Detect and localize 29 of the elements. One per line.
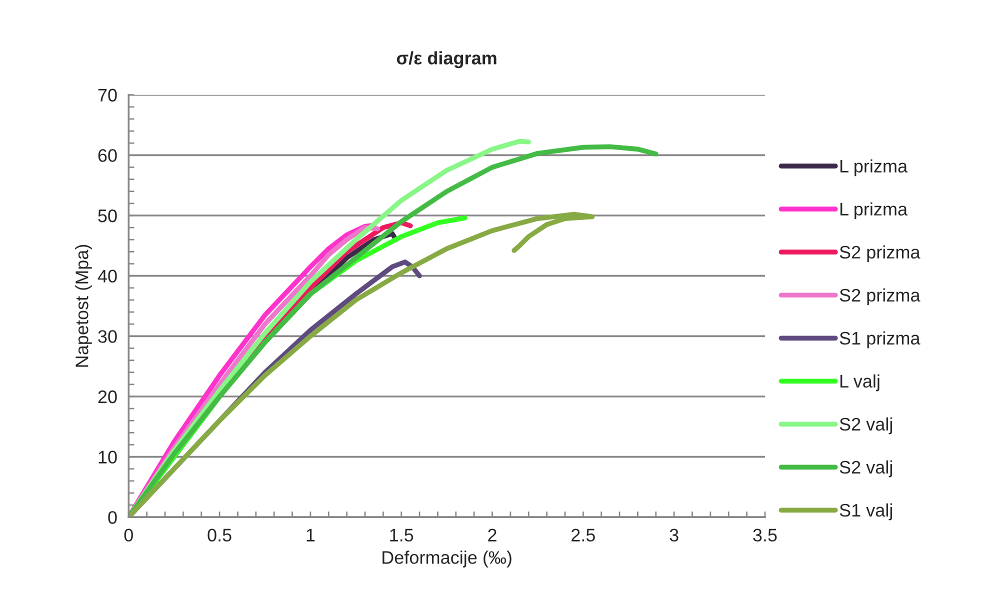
- x-tick-label: 3: [670, 528, 678, 542]
- x-tick-label: 3.5: [753, 528, 777, 542]
- y-tick-label: 0: [108, 511, 117, 524]
- x-tick-label: 0: [124, 528, 133, 542]
- y-axis-title: Napetost (Mpa): [75, 244, 92, 367]
- x-axis-title: Deformacije (‰): [382, 550, 512, 568]
- y-tick-label: 50: [98, 209, 117, 222]
- y-tick-label: 30: [98, 330, 117, 343]
- line-series: [128, 212, 595, 518]
- x-tick-label: 2.5: [572, 528, 595, 542]
- y-tick-label: 70: [98, 88, 117, 102]
- y-tick-label: 40: [98, 270, 117, 283]
- legend-label: L valj: [840, 374, 880, 392]
- x-tick-label: 1: [306, 528, 315, 542]
- legend-label: S2 prizma: [840, 288, 920, 306]
- x-tick-label: 2: [488, 528, 496, 542]
- legend-label: S1 prizma: [840, 331, 920, 348]
- legend-label: S2 valj: [840, 460, 892, 478]
- y-tick-label: 20: [98, 390, 117, 404]
- x-tick-label: 1.5: [390, 528, 414, 542]
- legend-label: S2 prizma: [840, 245, 920, 262]
- legend-label: L prizma: [840, 202, 908, 220]
- legend-label: S1 valj: [840, 503, 892, 520]
- legend-label: S2 valj: [840, 417, 892, 434]
- x-tick-label: 0.5: [208, 528, 232, 542]
- y-tick-label: 10: [98, 450, 117, 464]
- legend-label: L prizma: [840, 159, 908, 176]
- y-tick-label: 60: [98, 149, 117, 162]
- chart-title: σ/ε diagram: [396, 51, 496, 68]
